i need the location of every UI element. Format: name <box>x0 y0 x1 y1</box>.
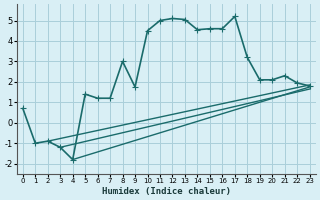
X-axis label: Humidex (Indice chaleur): Humidex (Indice chaleur) <box>102 187 231 196</box>
